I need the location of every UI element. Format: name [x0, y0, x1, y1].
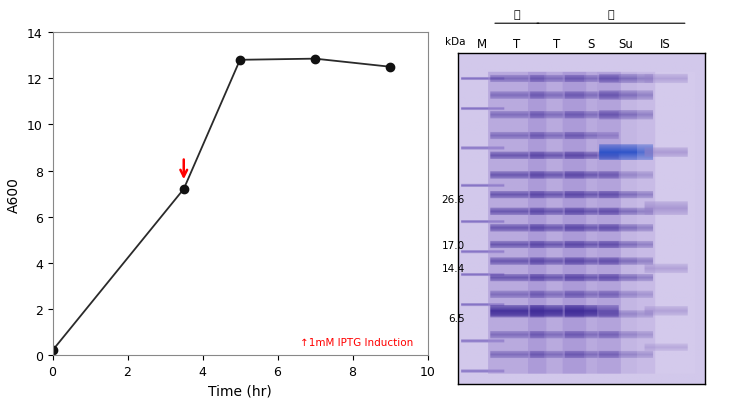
- Text: T: T: [553, 38, 560, 51]
- Text: 6.5: 6.5: [448, 313, 465, 323]
- Text: ↑1mM IPTG Induction: ↑1mM IPTG Induction: [300, 337, 413, 347]
- Text: kDa: kDa: [445, 37, 465, 47]
- X-axis label: Time (hr): Time (hr): [209, 383, 272, 397]
- Text: Su: Su: [618, 38, 633, 51]
- Text: T: T: [513, 38, 520, 51]
- Text: 17.0: 17.0: [442, 240, 465, 250]
- Text: 전: 전: [514, 10, 520, 20]
- Text: 후: 후: [608, 10, 614, 20]
- Text: 14.4: 14.4: [442, 263, 465, 273]
- Text: S: S: [587, 38, 595, 51]
- Y-axis label: A600: A600: [8, 176, 21, 212]
- Text: IS: IS: [660, 38, 670, 51]
- Text: 26.6: 26.6: [442, 194, 465, 204]
- Text: M: M: [477, 38, 488, 51]
